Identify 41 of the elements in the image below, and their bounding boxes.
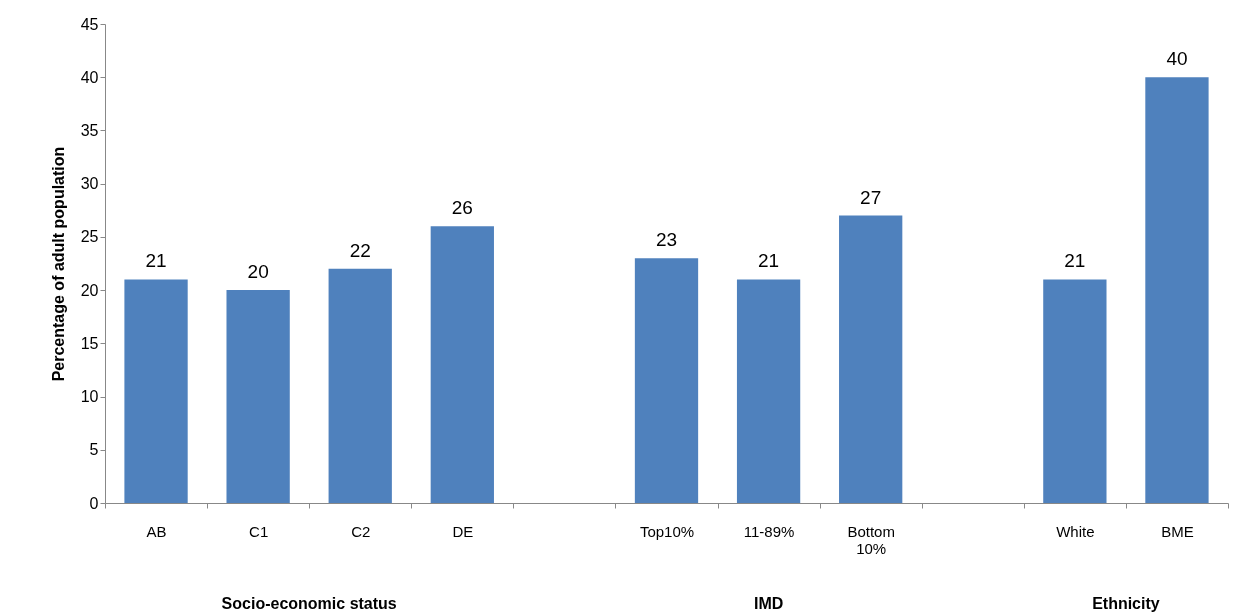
bar — [1145, 77, 1209, 503]
bar — [839, 215, 903, 503]
text: Ethnicity — [1092, 595, 1160, 612]
y-tick-label: 10 — [80, 388, 99, 406]
y-tick-label: 5 — [89, 441, 99, 459]
text: Socio-economic status — [221, 595, 397, 612]
bar — [226, 290, 290, 503]
data-label: 20 — [247, 261, 269, 283]
y-tick-label: 40 — [80, 68, 99, 86]
bar — [736, 279, 801, 503]
y-tick-label: 35 — [80, 121, 99, 139]
x-tick-label: White — [1056, 522, 1095, 540]
data-label: 26 — [451, 197, 473, 219]
data-label: 22 — [349, 239, 371, 261]
x-tick-label: C2 — [351, 522, 371, 540]
y-tick-label: 20 — [80, 281, 99, 299]
data-label: 27 — [860, 186, 882, 208]
bar — [1043, 279, 1107, 503]
y-tick-label: 45 — [80, 15, 99, 33]
data-label: 21 — [1064, 250, 1086, 272]
data-label: 21 — [758, 250, 780, 272]
x-tick-label: DE — [452, 522, 474, 540]
bar — [634, 258, 699, 503]
y-axis-title: Percentage of adult population — [49, 146, 67, 382]
x-tick-label: BME — [1161, 522, 1194, 540]
bar — [430, 226, 494, 503]
bar — [124, 279, 188, 503]
y-tick-label: 15 — [80, 334, 99, 352]
x-tick-label: Bottom 10% — [847, 522, 895, 557]
x-tick-label: C1 — [249, 522, 269, 540]
x-tick-label: AB — [146, 522, 167, 540]
y-tick-label: 25 — [80, 228, 99, 246]
data-label: 21 — [145, 250, 167, 272]
y-tick-label: 30 — [80, 175, 99, 193]
x-tick-label: 11-89% — [743, 522, 795, 540]
x-tick-label: Top10% — [639, 522, 695, 540]
text: IMD — [753, 595, 784, 612]
data-label: 40 — [1166, 48, 1188, 70]
y-tick-label: 0 — [89, 494, 99, 512]
data-label: 23 — [655, 229, 678, 251]
bar — [328, 268, 392, 503]
